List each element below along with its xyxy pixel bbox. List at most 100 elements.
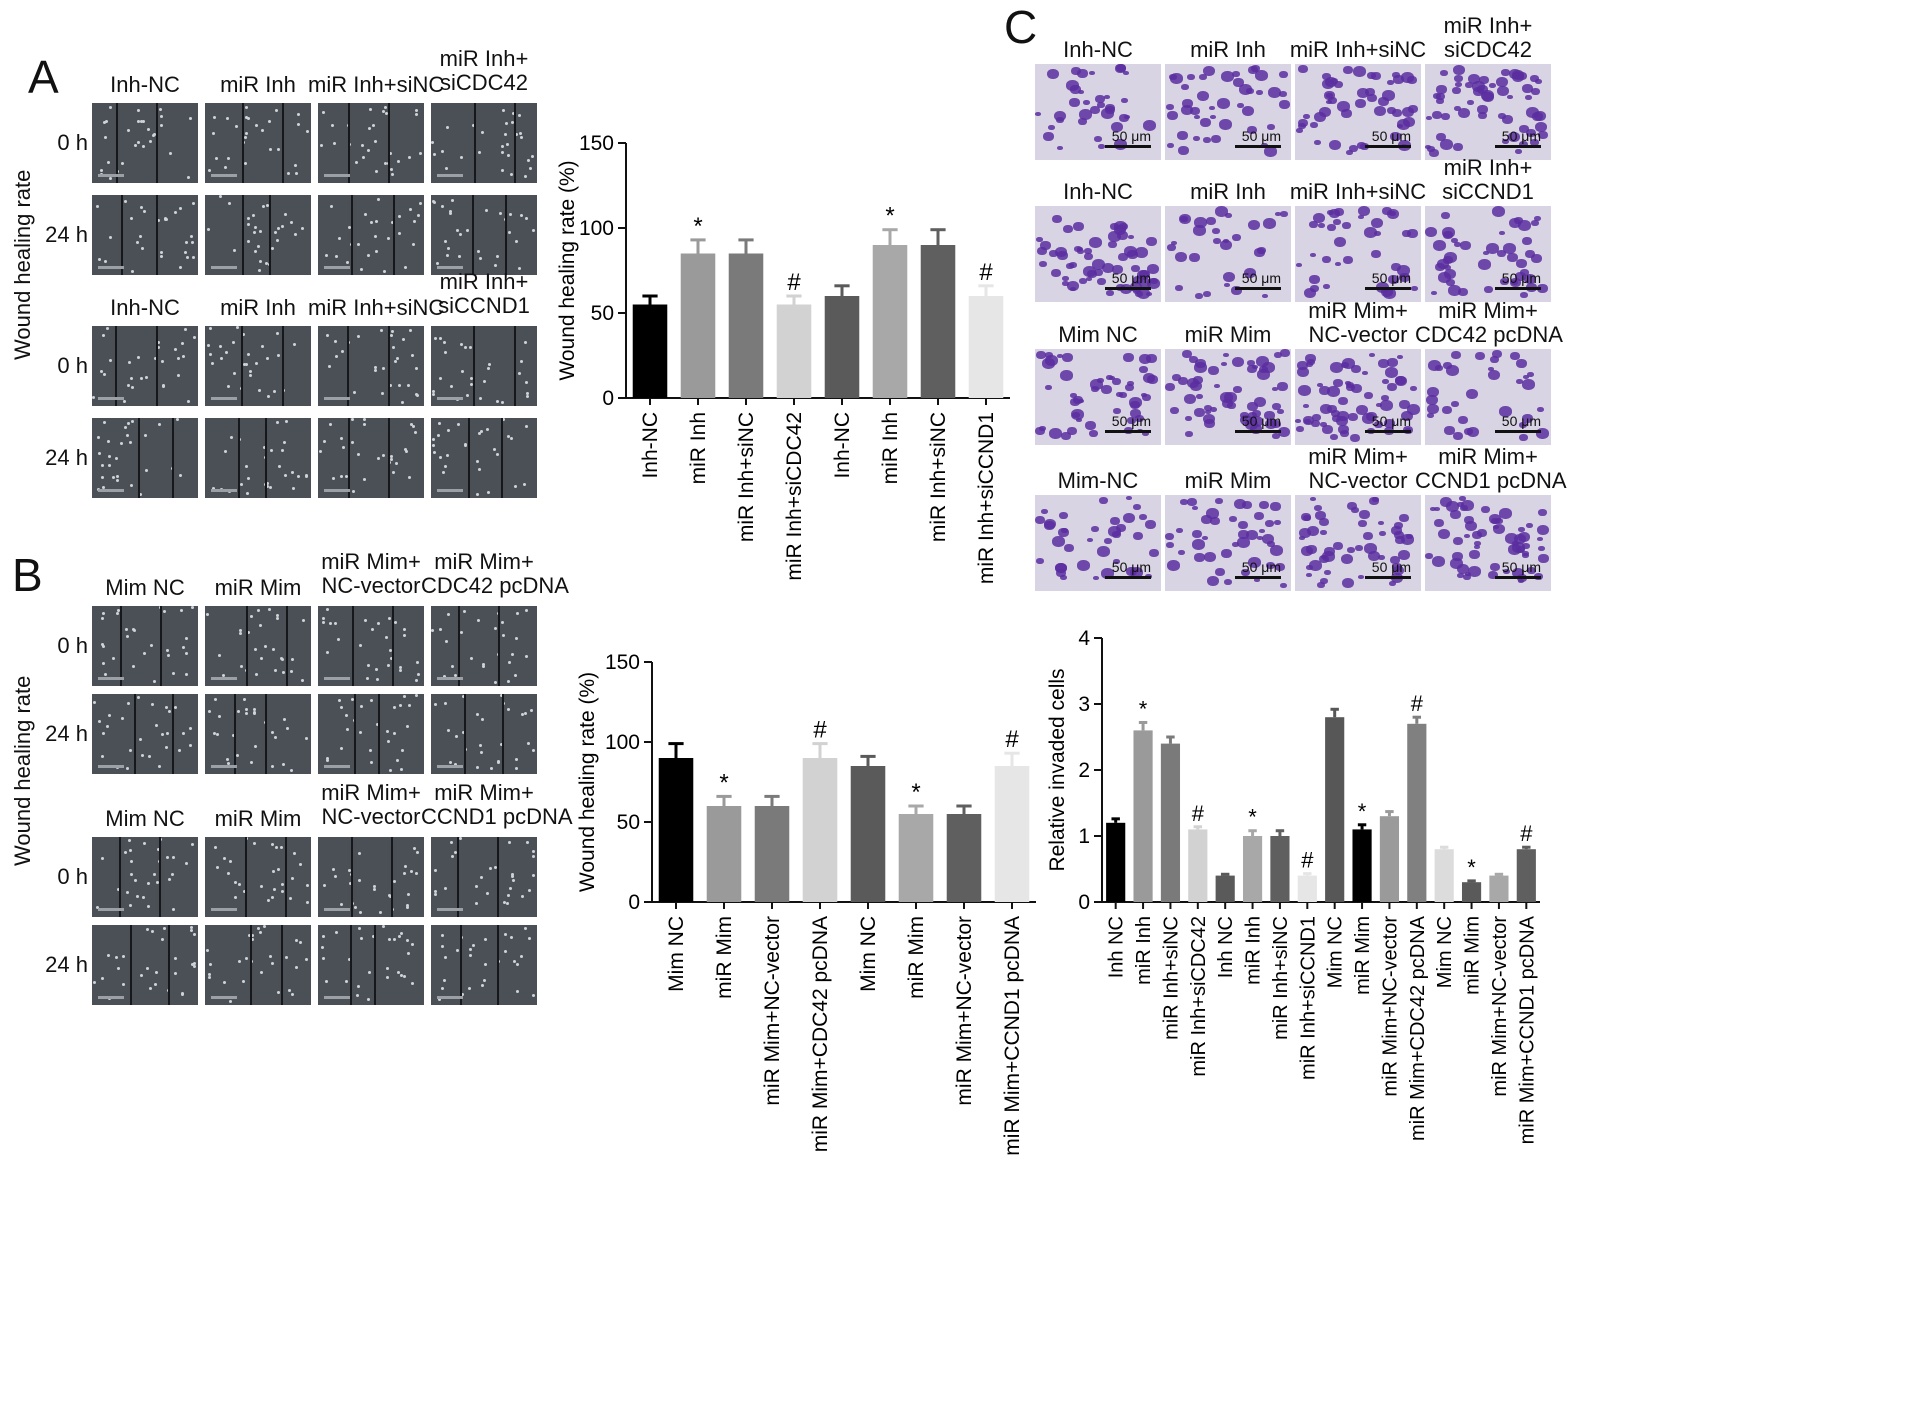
stained-cell (1442, 406, 1452, 414)
stained-cell (1219, 119, 1232, 130)
stained-cell (1407, 404, 1420, 415)
wound-edge-line (285, 837, 287, 917)
stained-cell (1078, 90, 1084, 94)
scale-bar (324, 489, 350, 492)
stained-cell (1319, 107, 1331, 117)
stained-cell (1388, 275, 1399, 284)
cell-speck (404, 448, 407, 451)
stained-cell (1113, 559, 1120, 564)
cell-speck (255, 673, 258, 676)
stained-cell (1045, 352, 1053, 358)
cell-speck (190, 929, 193, 932)
cell-speck (389, 769, 392, 772)
cell-speck (208, 169, 211, 172)
scale-bar (1105, 287, 1151, 290)
stained-cell (1514, 534, 1526, 544)
cell-speck (294, 164, 297, 167)
stained-cell (1510, 352, 1520, 360)
stained-cell (1500, 278, 1509, 285)
stained-cell (1320, 422, 1327, 427)
stained-cell (1436, 93, 1445, 100)
stained-cell (1531, 220, 1539, 226)
stained-cell (1242, 501, 1252, 509)
cell-speck (443, 675, 446, 678)
cell-speck (329, 622, 332, 625)
cell-speck (476, 493, 479, 496)
stained-cell (1089, 430, 1098, 437)
cell-speck (116, 475, 119, 478)
wound-micrograph (205, 925, 311, 1005)
cell-speck (109, 359, 112, 362)
stained-cell (1224, 283, 1230, 287)
stained-cell (1483, 251, 1489, 255)
scale-bar (98, 908, 124, 911)
stained-cell (1450, 558, 1463, 569)
cell-speck (376, 723, 379, 726)
cell-speck (478, 468, 481, 471)
stained-cell (1313, 213, 1325, 223)
cell-speck (130, 873, 133, 876)
cell-speck (274, 231, 277, 234)
cell-speck (158, 423, 161, 426)
cell-speck (520, 214, 523, 217)
cell-speck (264, 645, 267, 648)
scale-bar (1235, 287, 1281, 290)
bar (1270, 836, 1290, 902)
cell-speck (432, 444, 435, 447)
cell-speck (393, 732, 396, 735)
x-tick-label: miR Inh+siCCND1 (975, 412, 998, 584)
stained-cell (1240, 415, 1252, 425)
stained-cell (1111, 122, 1123, 132)
cell-speck (351, 441, 354, 444)
stained-cell (1380, 400, 1393, 411)
stained-cell (1055, 563, 1067, 573)
scale-bar (211, 996, 237, 999)
stained-cell (1272, 387, 1278, 391)
bar (1188, 829, 1208, 902)
stained-cell (1391, 263, 1401, 271)
cell-speck (236, 326, 239, 329)
cell-speck (179, 474, 182, 477)
cell-speck (160, 251, 163, 254)
cell-speck (259, 931, 262, 934)
cell-speck (266, 485, 269, 488)
stained-cell (1435, 365, 1443, 371)
cell-speck (397, 160, 400, 163)
stained-cell (1211, 135, 1221, 143)
cell-speck (514, 674, 517, 677)
wound-edge-line (392, 606, 394, 686)
stained-cell (1108, 241, 1117, 248)
stained-cell (1355, 545, 1363, 551)
cell-speck (382, 925, 385, 928)
panel-b-ylabel: Wound healing rate (10, 675, 35, 866)
cell-speck (166, 856, 169, 859)
cell-speck (255, 124, 258, 127)
stained-cell (1346, 150, 1353, 155)
stained-cell (1052, 215, 1062, 223)
scale-bar-label: 50 μm (1501, 413, 1541, 429)
stained-cell (1359, 510, 1370, 519)
stained-cell (1035, 427, 1045, 435)
cell-speck (410, 423, 413, 426)
x-tick-label: miR Inh (879, 412, 902, 484)
stained-cell (1492, 206, 1505, 217)
cell-speck (326, 334, 329, 337)
wound-edge-line (121, 195, 123, 275)
cell-speck (155, 971, 158, 974)
cell-speck (476, 460, 479, 463)
stained-cell (1298, 119, 1308, 127)
stained-cell (1130, 401, 1140, 409)
cell-speck (242, 333, 245, 336)
cell-speck (162, 384, 165, 387)
cell-speck (146, 967, 149, 970)
stained-cell (1214, 384, 1220, 388)
cell-speck (334, 340, 337, 343)
cell-speck (185, 241, 188, 244)
cell-speck (375, 668, 378, 671)
cell-speck (160, 115, 163, 118)
cell-speck (214, 846, 217, 849)
cell-speck (392, 346, 395, 349)
stained-cell (1049, 428, 1062, 439)
stained-cell (1399, 273, 1410, 282)
cell-speck (527, 159, 530, 162)
